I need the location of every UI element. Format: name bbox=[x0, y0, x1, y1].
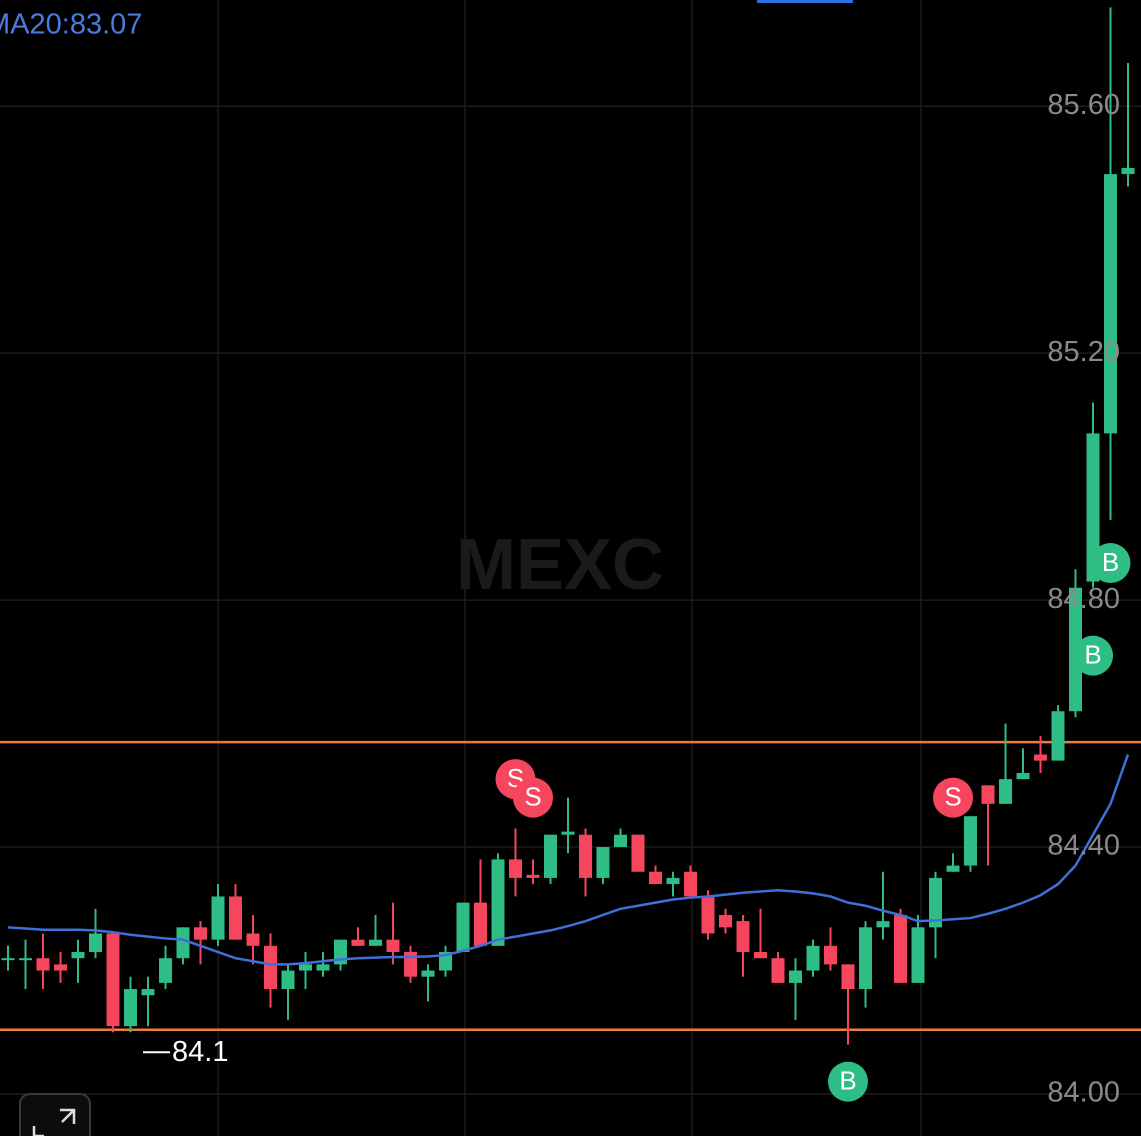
trade-marker-label: B bbox=[1102, 547, 1119, 577]
candle-body bbox=[561, 831, 575, 835]
candle-body bbox=[596, 847, 610, 878]
candle-body bbox=[579, 834, 592, 878]
trade-marker bbox=[828, 1061, 868, 1102]
candle-body bbox=[1034, 754, 1047, 761]
candle-body bbox=[246, 933, 260, 946]
candle-body bbox=[649, 871, 662, 885]
trade-marker-label: B bbox=[1084, 640, 1101, 670]
trade-marker bbox=[1073, 635, 1113, 676]
candle-body bbox=[1051, 711, 1065, 761]
candle-body bbox=[736, 921, 750, 953]
candle-body bbox=[159, 958, 172, 983]
candle-body bbox=[299, 964, 312, 971]
candle-body bbox=[176, 927, 190, 959]
candle-body bbox=[421, 970, 435, 977]
y-tick-label: 85.60 bbox=[1047, 89, 1120, 121]
candle-body bbox=[614, 834, 627, 848]
candle-body bbox=[264, 945, 277, 990]
candle-body bbox=[1104, 174, 1117, 434]
candle-body bbox=[54, 964, 67, 971]
watermark: MEXC bbox=[456, 525, 664, 605]
y-tick-label: 85.20 bbox=[1047, 336, 1120, 368]
trade-marker-label: B bbox=[839, 1066, 856, 1096]
candle-body bbox=[281, 970, 295, 990]
trade-marker bbox=[513, 777, 553, 818]
candle-body bbox=[19, 958, 32, 961]
candle-body bbox=[71, 952, 85, 959]
candle-body bbox=[456, 902, 470, 953]
candle-body bbox=[894, 914, 907, 983]
candle-body bbox=[806, 945, 820, 971]
candle-body bbox=[351, 939, 365, 946]
candle-body bbox=[509, 859, 522, 878]
candle-body bbox=[526, 874, 540, 878]
candle-body bbox=[771, 958, 785, 983]
candle-body bbox=[999, 779, 1012, 804]
candle-body bbox=[1121, 167, 1135, 175]
candle-body bbox=[36, 958, 50, 971]
expand-icon bbox=[32, 1108, 76, 1136]
candle-body bbox=[911, 927, 925, 983]
candle-body bbox=[1086, 433, 1100, 582]
candle-body bbox=[316, 964, 330, 971]
candle-body bbox=[439, 952, 452, 971]
candle-body bbox=[981, 785, 995, 804]
candle-body bbox=[194, 927, 207, 940]
ma-line bbox=[7, 754, 1130, 966]
y-tick-label: 84.80 bbox=[1047, 583, 1120, 615]
candle-body bbox=[631, 834, 645, 872]
trade-marker-label: S bbox=[944, 782, 961, 812]
top-tab-indicator bbox=[757, 0, 853, 3]
trade-marker bbox=[933, 777, 973, 818]
candle-body bbox=[824, 945, 837, 965]
y-tick-label: 84.00 bbox=[1047, 1077, 1120, 1109]
candle-body bbox=[474, 902, 487, 946]
candle-body bbox=[789, 970, 802, 983]
candle-body bbox=[666, 877, 680, 885]
candle-body bbox=[106, 933, 120, 1027]
y-tick-label: 84.40 bbox=[1047, 830, 1120, 862]
candle-body bbox=[544, 834, 557, 878]
lowest-label: 84.1 bbox=[172, 1036, 228, 1068]
candle-body bbox=[1, 958, 15, 961]
candle-body bbox=[124, 989, 137, 1027]
candle-body bbox=[386, 939, 400, 953]
candle-body bbox=[859, 927, 872, 990]
candle-body bbox=[684, 871, 697, 897]
trade-marker bbox=[1090, 543, 1131, 584]
candle-body bbox=[946, 865, 960, 872]
candle-body bbox=[754, 952, 767, 959]
candle-body bbox=[141, 989, 155, 996]
candle-body bbox=[964, 816, 977, 866]
candle-body bbox=[841, 964, 855, 990]
candle-body bbox=[369, 939, 382, 946]
candle-body bbox=[229, 896, 242, 940]
expand-button[interactable] bbox=[19, 1093, 91, 1136]
candle-body bbox=[701, 896, 715, 934]
expand-button-frame[interactable] bbox=[19, 1093, 91, 1136]
candle-body bbox=[719, 914, 732, 928]
candle-body bbox=[211, 896, 225, 940]
candle-body bbox=[929, 877, 942, 928]
trade-marker-label: S bbox=[524, 782, 541, 812]
indicator-label: MA20:83.07 bbox=[0, 9, 142, 41]
candle-body bbox=[876, 921, 890, 928]
candle-body bbox=[89, 933, 102, 953]
candle-body bbox=[491, 859, 505, 946]
candle-body bbox=[1016, 772, 1030, 780]
